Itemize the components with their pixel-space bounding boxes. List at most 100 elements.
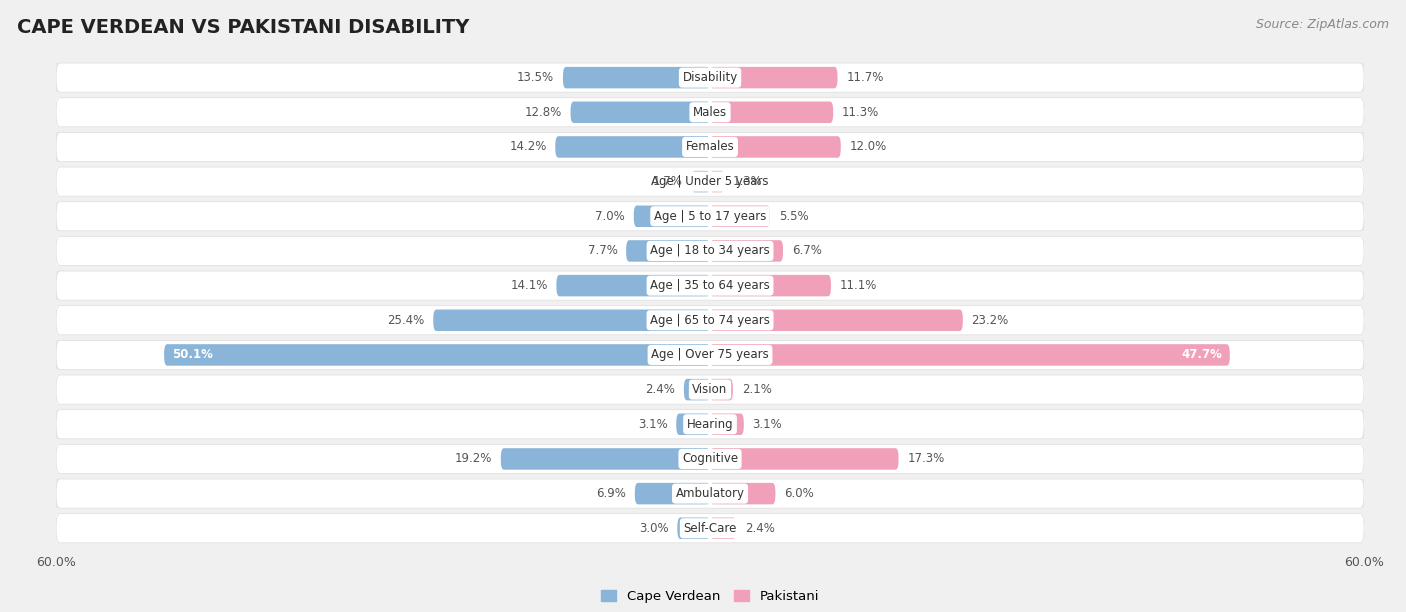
Bar [56, 444, 1364, 474]
FancyBboxPatch shape [636, 483, 710, 504]
Text: Hearing: Hearing [686, 418, 734, 431]
FancyBboxPatch shape [557, 275, 710, 296]
FancyBboxPatch shape [501, 448, 710, 469]
FancyBboxPatch shape [683, 379, 710, 400]
Text: 3.1%: 3.1% [638, 418, 668, 431]
FancyBboxPatch shape [56, 167, 1364, 196]
FancyBboxPatch shape [710, 240, 783, 262]
Text: 6.7%: 6.7% [792, 244, 821, 258]
Text: 2.4%: 2.4% [745, 522, 775, 535]
Text: 50.1%: 50.1% [172, 348, 212, 362]
FancyBboxPatch shape [555, 136, 710, 158]
Text: 6.0%: 6.0% [785, 487, 814, 500]
FancyBboxPatch shape [56, 98, 1364, 127]
Bar [56, 409, 1364, 439]
Bar [56, 167, 1364, 196]
Text: Males: Males [693, 106, 727, 119]
Text: 11.1%: 11.1% [839, 279, 877, 292]
FancyBboxPatch shape [710, 518, 737, 539]
Text: 17.3%: 17.3% [907, 452, 945, 466]
Bar [56, 340, 1364, 370]
Bar [56, 271, 1364, 300]
Text: 3.0%: 3.0% [638, 522, 669, 535]
FancyBboxPatch shape [56, 202, 1364, 231]
FancyBboxPatch shape [56, 479, 1364, 508]
Text: Disability: Disability [682, 71, 738, 84]
Bar [56, 236, 1364, 266]
FancyBboxPatch shape [710, 206, 770, 227]
Text: 7.7%: 7.7% [588, 244, 617, 258]
Text: Source: ZipAtlas.com: Source: ZipAtlas.com [1256, 18, 1389, 31]
Bar [56, 132, 1364, 162]
Text: Vision: Vision [692, 383, 728, 396]
Text: 1.3%: 1.3% [733, 175, 762, 188]
FancyBboxPatch shape [56, 444, 1364, 474]
Text: 1.7%: 1.7% [652, 175, 683, 188]
FancyBboxPatch shape [678, 518, 710, 539]
Bar [56, 479, 1364, 508]
Text: 12.8%: 12.8% [524, 106, 562, 119]
FancyBboxPatch shape [562, 67, 710, 88]
FancyBboxPatch shape [710, 136, 841, 158]
Text: CAPE VERDEAN VS PAKISTANI DISABILITY: CAPE VERDEAN VS PAKISTANI DISABILITY [17, 18, 470, 37]
FancyBboxPatch shape [56, 236, 1364, 266]
FancyBboxPatch shape [626, 240, 710, 262]
FancyBboxPatch shape [56, 409, 1364, 439]
FancyBboxPatch shape [710, 344, 1230, 366]
FancyBboxPatch shape [692, 171, 710, 192]
Text: 11.3%: 11.3% [842, 106, 879, 119]
Text: 5.5%: 5.5% [779, 210, 808, 223]
Text: 2.1%: 2.1% [741, 383, 772, 396]
Text: Ambulatory: Ambulatory [675, 487, 745, 500]
Text: Age | 65 to 74 years: Age | 65 to 74 years [650, 314, 770, 327]
FancyBboxPatch shape [571, 102, 710, 123]
FancyBboxPatch shape [710, 483, 776, 504]
Text: 25.4%: 25.4% [387, 314, 425, 327]
Text: 2.4%: 2.4% [645, 383, 675, 396]
Text: Age | 35 to 64 years: Age | 35 to 64 years [650, 279, 770, 292]
Text: 47.7%: 47.7% [1181, 348, 1222, 362]
Bar [56, 375, 1364, 404]
Text: 23.2%: 23.2% [972, 314, 1008, 327]
Bar [56, 202, 1364, 231]
FancyBboxPatch shape [710, 275, 831, 296]
Text: 11.7%: 11.7% [846, 71, 883, 84]
FancyBboxPatch shape [634, 206, 710, 227]
FancyBboxPatch shape [165, 344, 710, 366]
Text: Age | Under 5 years: Age | Under 5 years [651, 175, 769, 188]
Bar [56, 98, 1364, 127]
Text: Age | 5 to 17 years: Age | 5 to 17 years [654, 210, 766, 223]
FancyBboxPatch shape [56, 63, 1364, 92]
Text: Age | 18 to 34 years: Age | 18 to 34 years [650, 244, 770, 258]
FancyBboxPatch shape [710, 414, 744, 435]
FancyBboxPatch shape [710, 171, 724, 192]
Bar [56, 306, 1364, 335]
Text: Self-Care: Self-Care [683, 522, 737, 535]
Text: Cognitive: Cognitive [682, 452, 738, 466]
FancyBboxPatch shape [56, 271, 1364, 300]
Text: 14.1%: 14.1% [510, 279, 548, 292]
Text: 7.0%: 7.0% [595, 210, 626, 223]
FancyBboxPatch shape [56, 340, 1364, 370]
Text: 6.9%: 6.9% [596, 487, 626, 500]
Text: 13.5%: 13.5% [517, 71, 554, 84]
Text: 14.2%: 14.2% [509, 140, 547, 154]
FancyBboxPatch shape [56, 375, 1364, 404]
Text: Females: Females [686, 140, 734, 154]
FancyBboxPatch shape [433, 310, 710, 331]
FancyBboxPatch shape [710, 448, 898, 469]
FancyBboxPatch shape [56, 132, 1364, 162]
Text: 19.2%: 19.2% [454, 452, 492, 466]
Bar [56, 63, 1364, 92]
Text: 3.1%: 3.1% [752, 418, 782, 431]
FancyBboxPatch shape [56, 306, 1364, 335]
Legend: Cape Verdean, Pakistani: Cape Verdean, Pakistani [595, 585, 825, 609]
FancyBboxPatch shape [710, 102, 834, 123]
FancyBboxPatch shape [710, 67, 838, 88]
FancyBboxPatch shape [710, 310, 963, 331]
Text: 12.0%: 12.0% [849, 140, 887, 154]
FancyBboxPatch shape [676, 414, 710, 435]
Bar [56, 513, 1364, 543]
FancyBboxPatch shape [710, 379, 733, 400]
Text: Age | Over 75 years: Age | Over 75 years [651, 348, 769, 362]
